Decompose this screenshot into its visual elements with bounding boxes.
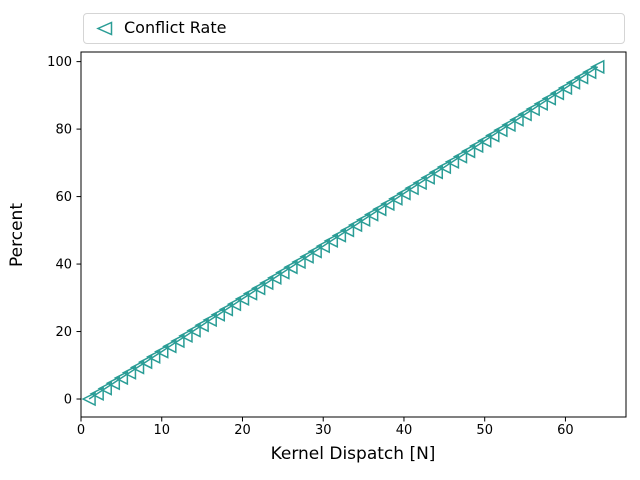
data-point-marker [145, 349, 161, 365]
data-point-marker [97, 381, 112, 396]
y-tick-label: 100 [47, 55, 72, 70]
data-point-marker [557, 80, 573, 96]
data-point-marker [372, 202, 387, 217]
line-path [88, 66, 599, 400]
data-point-marker [412, 175, 427, 191]
data-point-marker [541, 91, 557, 106]
data-point-marker [323, 233, 339, 249]
data-point-marker [388, 191, 403, 206]
data-point-marker [162, 339, 177, 354]
data-point-marker [477, 133, 492, 148]
data-point-marker [549, 86, 565, 101]
x-tick-label: 30 [315, 423, 332, 438]
x-tick-label: 40 [396, 423, 413, 438]
conflict-rate-markers [81, 59, 605, 407]
data-point-marker [525, 101, 540, 117]
x-axis-label: Kernel Dispatch [N] [271, 444, 436, 464]
data-point-marker [170, 333, 185, 349]
data-point-marker [89, 386, 104, 401]
data-point-marker [396, 186, 411, 201]
data-point-marker [573, 70, 589, 85]
data-point-marker [380, 196, 395, 212]
data-point-marker [331, 228, 347, 243]
x-tick-label: 0 [77, 423, 85, 438]
data-point-marker [452, 149, 468, 164]
data-point-marker [339, 223, 355, 238]
data-point-marker [234, 291, 250, 307]
data-point-marker [485, 128, 500, 143]
plot-frame [80, 51, 627, 418]
data-point-marker [501, 117, 516, 133]
legend-label: Conflict Rate [124, 17, 227, 37]
data-point-marker [105, 375, 121, 391]
y-tick-label: 40 [55, 258, 72, 273]
data-point-marker [420, 170, 435, 185]
data-point-marker [137, 354, 153, 370]
x-tick-label: 20 [234, 423, 251, 438]
data-point-marker [590, 59, 605, 75]
data-point-marker [129, 360, 145, 375]
data-point-marker [283, 260, 298, 275]
data-point-marker [113, 370, 129, 386]
data-point-marker [468, 138, 484, 154]
data-point-marker [347, 217, 363, 233]
data-point-marker [533, 96, 548, 112]
y-tick-label: 0 [64, 393, 72, 408]
data-point-marker [226, 296, 242, 312]
data-point-marker [315, 238, 330, 254]
y-tick-label: 60 [55, 190, 72, 205]
data-point-marker [493, 122, 508, 138]
y-tick-label: 20 [55, 325, 72, 340]
data-point-marker [202, 312, 217, 328]
legend-box: Conflict Rate [83, 13, 625, 44]
data-point-marker [81, 391, 96, 407]
data-point-marker [363, 207, 379, 222]
data-point-marker [444, 154, 460, 170]
data-point-marker [565, 75, 581, 90]
x-axis-ticks: 0 10 20 30 40 50 60 [77, 417, 574, 438]
data-point-marker [210, 307, 226, 322]
data-point-marker [460, 144, 476, 159]
axes-spines [80, 51, 627, 418]
data-point-marker [218, 302, 234, 317]
y-tick-label: 80 [55, 123, 72, 138]
data-point-marker [428, 165, 444, 180]
y-axis-label: Percent [7, 203, 27, 267]
data-point-marker [275, 265, 290, 280]
data-point-marker [517, 107, 532, 122]
y-axis-ticks: 0 20 40 60 80 100 [47, 55, 81, 408]
data-point-marker [355, 212, 371, 228]
data-point-marker [186, 323, 201, 338]
data-point-marker [404, 180, 419, 196]
data-point-marker [154, 344, 169, 359]
x-tick-label: 10 [153, 423, 170, 438]
data-point-marker [250, 281, 266, 296]
data-point-marker [307, 244, 322, 259]
data-point-marker [267, 270, 282, 285]
data-point-marker [194, 317, 209, 333]
x-tick-label: 50 [476, 423, 493, 438]
data-point-marker [178, 328, 193, 343]
data-point-marker [299, 249, 314, 264]
data-point-marker [291, 254, 306, 270]
x-tick-label: 60 [557, 423, 574, 438]
conflict-rate-line [88, 66, 599, 400]
data-point-marker [509, 112, 524, 127]
data-point-marker [581, 64, 597, 80]
data-point-marker [436, 159, 452, 175]
left-triangle-icon [96, 21, 113, 36]
data-point-marker [259, 275, 274, 291]
data-point-marker [121, 365, 137, 380]
data-point-marker [242, 286, 258, 301]
